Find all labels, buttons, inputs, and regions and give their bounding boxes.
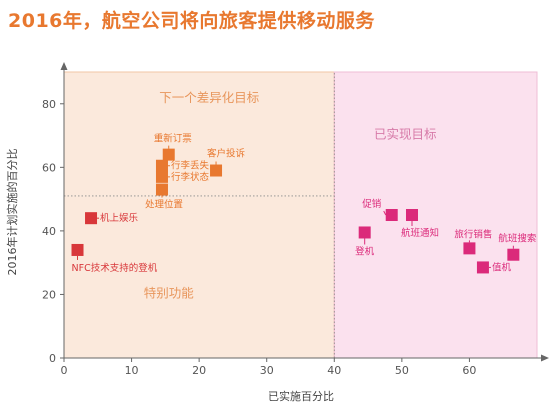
x-tick-label: 60 xyxy=(462,364,476,377)
point-label: 机上娱乐 xyxy=(100,212,139,224)
point-label: 航班通知 xyxy=(401,227,439,239)
point-label: 重新订票 xyxy=(154,133,193,145)
point-label: 促销 xyxy=(362,198,382,210)
x-tick-label: 0 xyxy=(61,364,68,377)
y-tick-label: 20 xyxy=(42,288,56,301)
x-tick-label: 40 xyxy=(327,364,341,377)
region-bg xyxy=(64,195,335,358)
y-axis-label: 2016年计划实施的百分比 xyxy=(5,149,19,276)
y-axis-arrow xyxy=(60,62,68,70)
data-point xyxy=(385,209,398,221)
y-tick-label: 40 xyxy=(42,225,56,238)
x-tick-label: 30 xyxy=(260,364,274,377)
chart-title: 2016年，航空公司将向旅客提供移动服务 xyxy=(8,10,375,32)
region-label: 下一个差异化目标 xyxy=(159,90,259,105)
point-label: 行李状态 xyxy=(171,171,210,183)
data-point xyxy=(405,209,418,221)
region-label: 已实现目标 xyxy=(374,127,437,142)
data-point xyxy=(71,243,84,256)
y-tick-label: 80 xyxy=(42,98,56,111)
x-axis-label: 已实施百分比 xyxy=(268,389,334,403)
data-point xyxy=(155,183,168,196)
point-label: NFC技术支持的登机 xyxy=(72,262,158,274)
region-bg xyxy=(64,72,335,196)
data-point xyxy=(358,226,371,239)
region-label: 特别功能 xyxy=(144,286,195,301)
data-point xyxy=(476,261,489,274)
data-point xyxy=(155,170,168,183)
point-label: 值机 xyxy=(492,261,512,273)
point-label: 客户投诉 xyxy=(207,148,246,160)
point-label: 旅行销售 xyxy=(454,228,492,240)
x-tick-label: 10 xyxy=(125,364,139,377)
y-tick-label: 60 xyxy=(42,161,56,174)
x-axis-arrow xyxy=(541,354,549,362)
data-point xyxy=(463,242,476,255)
data-point xyxy=(507,248,520,261)
point-label: 登机 xyxy=(355,245,375,257)
region-bg xyxy=(334,72,537,358)
data-point xyxy=(210,164,223,177)
point-label: 处理位置 xyxy=(145,199,183,211)
x-tick-label: 50 xyxy=(395,364,409,377)
x-tick-label: 20 xyxy=(192,364,206,377)
data-point xyxy=(85,212,98,225)
y-tick-label: 0 xyxy=(49,352,56,365)
point-leader xyxy=(383,210,387,216)
axes-layer: 0 10 20 30 40 50 60 0 20 40 60 80 xyxy=(42,62,549,377)
data-point xyxy=(155,159,168,172)
point-label: 航班搜索 xyxy=(498,233,536,245)
point-label: 行李丢失 xyxy=(171,160,210,172)
data-point xyxy=(162,148,175,161)
